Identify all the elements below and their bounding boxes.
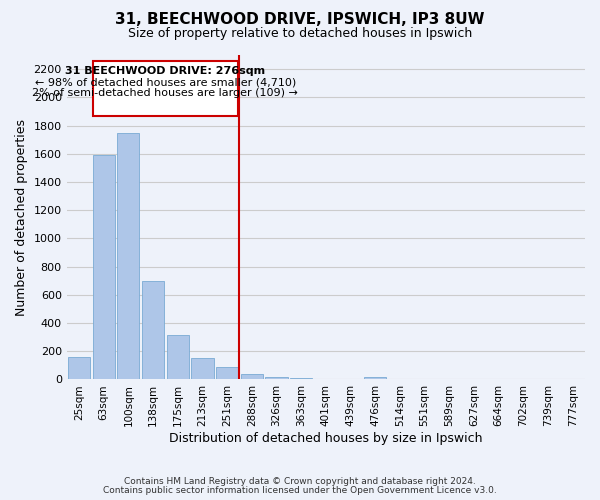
Bar [265,376,287,380]
Text: ← 98% of detached houses are smaller (4,710): ← 98% of detached houses are smaller (4,… [35,78,296,88]
Bar [92,155,115,380]
Bar [117,132,139,380]
Bar [68,357,90,380]
Bar [241,374,263,380]
Text: 31 BEECHWOOD DRIVE: 276sqm: 31 BEECHWOOD DRIVE: 276sqm [65,66,265,76]
X-axis label: Distribution of detached houses by size in Ipswich: Distribution of detached houses by size … [169,432,482,445]
Bar [92,60,238,116]
Bar [191,358,214,380]
Text: Contains HM Land Registry data © Crown copyright and database right 2024.: Contains HM Land Registry data © Crown c… [124,477,476,486]
Bar [216,368,238,380]
Text: Contains public sector information licensed under the Open Government Licence v3: Contains public sector information licen… [103,486,497,495]
Text: 31, BEECHWOOD DRIVE, IPSWICH, IP3 8UW: 31, BEECHWOOD DRIVE, IPSWICH, IP3 8UW [115,12,485,28]
Bar [364,378,386,380]
Bar [290,378,312,380]
Bar [167,335,189,380]
Y-axis label: Number of detached properties: Number of detached properties [15,118,28,316]
Bar [142,280,164,380]
Text: 2% of semi-detached houses are larger (109) →: 2% of semi-detached houses are larger (1… [32,88,298,98]
Text: Size of property relative to detached houses in Ipswich: Size of property relative to detached ho… [128,28,472,40]
